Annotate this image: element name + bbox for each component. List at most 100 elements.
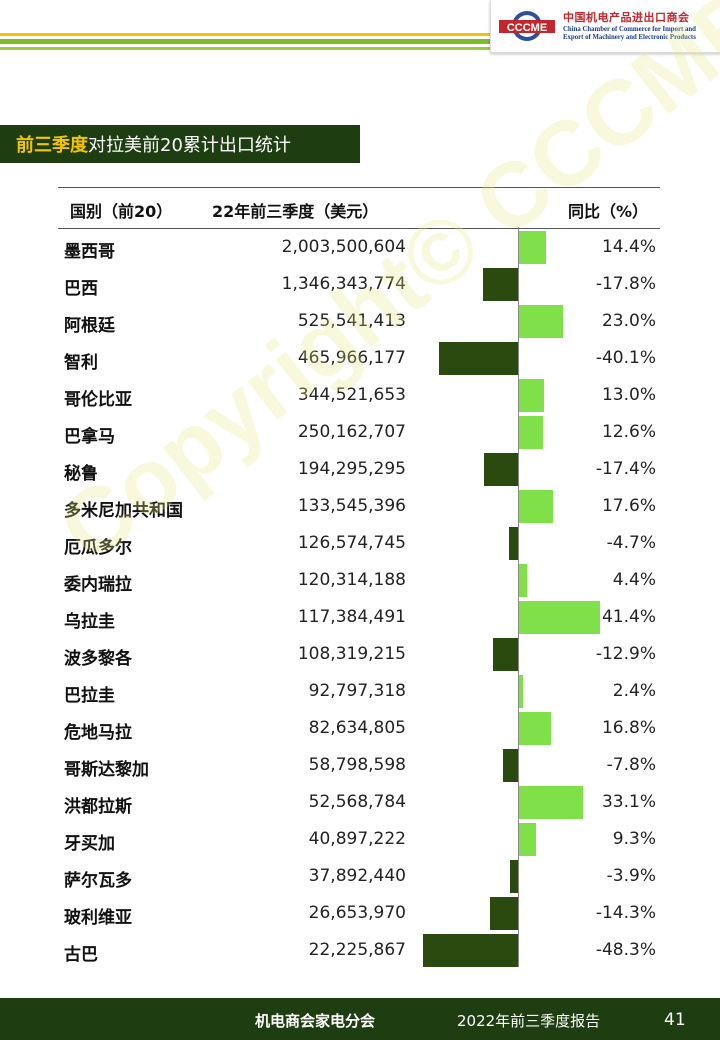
value-cell: 126,574,745: [297, 533, 406, 553]
country-cell: 萨尔瓦多: [64, 871, 132, 891]
value-cell: 194,295,295: [297, 459, 406, 479]
value-cell: 108,319,215: [297, 644, 406, 664]
header-country: 国别（前20）: [70, 202, 173, 221]
value-cell: 2,003,500,604: [281, 237, 406, 257]
yoy-cell: -14.3%: [595, 903, 656, 923]
cccme-logo-icon: CCCME: [499, 11, 555, 41]
yoy-bar: [518, 416, 543, 449]
page-title: 前三季度 对拉美前20累计出口统计: [0, 125, 360, 163]
table-row: 牙买加 40,897,222 9.3%: [58, 821, 660, 858]
table-body: 墨西哥 2,003,500,604 14.4% 巴西 1,346,343,774 -17.…: [58, 229, 660, 969]
table-row: 阿根廷 525,541,413 23.0%: [58, 303, 660, 340]
country-cell: 多米尼加共和国: [64, 501, 183, 521]
yoy-bar: [489, 897, 518, 930]
yoy-bar: [518, 379, 544, 412]
value-cell: 525,541,413: [297, 311, 406, 331]
table-row: 多米尼加共和国 133,545,396 17.6%: [58, 488, 660, 525]
yoy-bar: [502, 749, 518, 782]
yoy-cell: -48.3%: [595, 940, 656, 960]
table-row: 墨西哥 2,003,500,604 14.4%: [58, 229, 660, 266]
header-stripe-yellow: [0, 33, 490, 36]
yoy-bar: [518, 712, 552, 745]
value-cell: 22,225,867: [308, 940, 406, 960]
table-row: 哥伦比亚 344,521,653 13.0%: [58, 377, 660, 414]
country-cell: 乌拉圭: [64, 612, 115, 632]
value-cell: 120,314,188: [297, 570, 406, 590]
table-header: 国别（前20） 22年前三季度（美元） 同比（%）: [58, 187, 660, 229]
table-row: 波多黎各 108,319,215 -12.9%: [58, 636, 660, 673]
yoy-bar: [492, 638, 518, 671]
yoy-cell: -4.7%: [606, 533, 656, 553]
yoy-bar: [518, 786, 584, 819]
country-cell: 巴拿马: [64, 427, 115, 447]
country-cell: 墨西哥: [64, 242, 115, 262]
table-row: 玻利维亚 26,653,970 -14.3%: [58, 895, 660, 932]
table-row: 委内瑞拉 120,314,188 4.4%: [58, 562, 660, 599]
value-cell: 82,634,805: [308, 718, 406, 738]
table-row: 哥斯达黎加 58,798,598 -7.8%: [58, 747, 660, 784]
title-highlight: 前三季度: [16, 135, 88, 156]
value-cell: 250,162,707: [297, 422, 406, 442]
header-yoy: 同比（%）: [567, 202, 648, 221]
yoy-bar: [518, 564, 527, 597]
yoy-cell: 23.0%: [601, 311, 656, 331]
yoy-bar: [518, 675, 523, 708]
yoy-cell: 13.0%: [601, 385, 656, 405]
table-row: 厄瓜多尔 126,574,745 -4.7%: [58, 525, 660, 562]
table-row: 智利 465,966,177 -40.1%: [58, 340, 660, 377]
country-cell: 牙买加: [64, 834, 115, 854]
yoy-cell: 9.3%: [612, 829, 656, 849]
country-cell: 波多黎各: [64, 649, 132, 669]
yoy-cell: 2.4%: [612, 681, 656, 701]
yoy-bar: [518, 231, 547, 264]
footer: 机电商会家电分会 2022年前三季度报告 41: [0, 998, 720, 1040]
country-cell: 古巴: [64, 945, 98, 965]
country-cell: 危地马拉: [64, 723, 132, 743]
yoy-bar: [518, 823, 537, 856]
yoy-bar: [518, 490, 553, 523]
yoy-cell: 17.6%: [601, 496, 656, 516]
logo-text: CCCME: [507, 22, 547, 34]
yoy-bar: [518, 601, 600, 634]
yoy-bar: [483, 453, 518, 486]
org-name-en: China Chamber of Commerce for Import and…: [563, 26, 696, 41]
table-row: 萨尔瓦多 37,892,440 -3.9%: [58, 858, 660, 895]
value-cell: 37,892,440: [308, 866, 406, 886]
yoy-bar: [510, 860, 518, 893]
value-cell: 133,545,396: [297, 496, 406, 516]
yoy-cell: -17.8%: [595, 274, 656, 294]
country-cell: 洪都拉斯: [64, 797, 132, 817]
yoy-bar: [422, 934, 518, 967]
yoy-cell: 14.4%: [601, 237, 656, 257]
title-rest: 对拉美前20累计出口统计: [88, 135, 291, 156]
org-logo: CCCME 中国机电产品进出口商会 China Chamber of Comme…: [490, 0, 720, 53]
org-name-cn: 中国机电产品进出口商会: [563, 11, 690, 24]
yoy-bar: [508, 527, 518, 560]
country-cell: 哥伦比亚: [64, 390, 132, 410]
yoy-cell: -7.8%: [606, 755, 656, 775]
value-cell: 92,797,318: [308, 681, 406, 701]
yoy-bar: [518, 305, 564, 338]
country-cell: 巴拉圭: [64, 686, 115, 706]
table-row: 洪都拉斯 52,568,784 33.1%: [58, 784, 660, 821]
yoy-cell: 12.6%: [601, 422, 656, 442]
table-row: 巴西 1,346,343,774 -17.8%: [58, 266, 660, 303]
value-cell: 344,521,653: [297, 385, 406, 405]
country-cell: 哥斯达黎加: [64, 760, 149, 780]
yoy-cell: 33.1%: [601, 792, 656, 812]
country-cell: 厄瓜多尔: [64, 538, 132, 558]
country-cell: 秘鲁: [64, 464, 98, 484]
header-stripe-lightgreen: [0, 47, 720, 50]
table-row: 古巴 22,225,867 -48.3%: [58, 932, 660, 969]
country-cell: 委内瑞拉: [64, 575, 132, 595]
table-row: 乌拉圭 117,384,491 41.4%: [58, 599, 660, 636]
country-cell: 阿根廷: [64, 316, 115, 336]
yoy-cell: -3.9%: [606, 866, 656, 886]
header-stripe-green: [0, 39, 490, 44]
yoy-cell: -17.4%: [595, 459, 656, 479]
footer-org: 机电商会家电分会: [255, 1012, 376, 1030]
table-row: 巴拿马 250,162,707 12.6%: [58, 414, 660, 451]
bar-axis: [518, 227, 519, 967]
country-cell: 玻利维亚: [64, 908, 132, 928]
value-cell: 58,798,598: [308, 755, 406, 775]
